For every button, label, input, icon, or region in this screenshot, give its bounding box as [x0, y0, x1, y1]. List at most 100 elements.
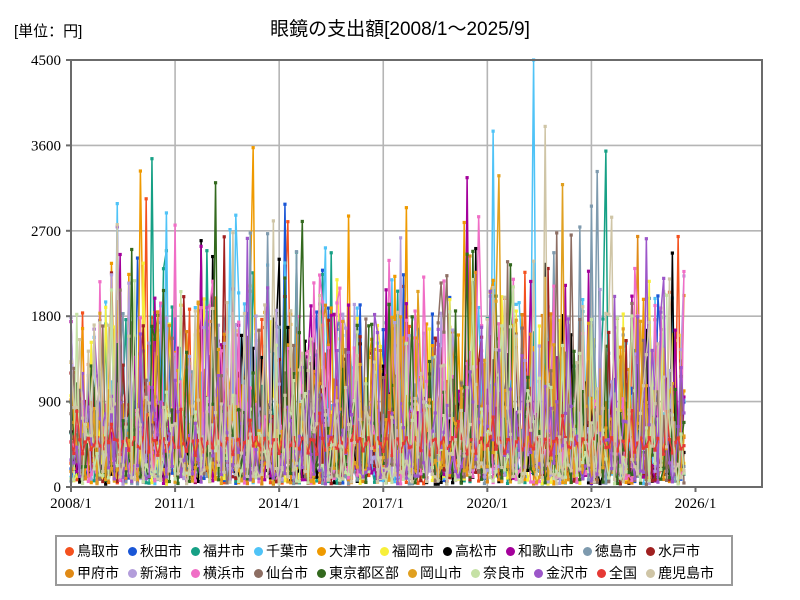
series-marker — [208, 409, 212, 413]
legend-item[interactable]: 和歌山市 — [506, 544, 574, 558]
series-marker — [372, 464, 377, 468]
legend-marker-icon — [443, 546, 452, 556]
series-marker — [485, 429, 489, 434]
series-marker — [601, 428, 605, 432]
series-marker — [185, 471, 189, 475]
series-marker — [560, 401, 565, 405]
series-marker — [257, 407, 261, 411]
series-marker — [497, 408, 501, 413]
series-marker — [537, 434, 541, 439]
legend-item[interactable]: 鳥取市 — [65, 544, 119, 558]
legend-item[interactable]: 福井市 — [191, 544, 245, 558]
legend-item[interactable]: 大津市 — [317, 544, 371, 558]
series-marker — [78, 480, 82, 484]
series-marker — [560, 476, 565, 480]
series-marker — [286, 387, 290, 391]
series-marker — [633, 477, 637, 481]
series-marker — [471, 465, 475, 469]
series-marker — [410, 480, 414, 484]
legend-item[interactable]: 徳島市 — [583, 544, 637, 558]
series-marker — [135, 477, 140, 482]
series-marker — [566, 317, 570, 321]
series-marker — [335, 379, 339, 383]
legend-item[interactable]: 東京都区部 — [317, 566, 399, 580]
series-marker — [167, 469, 171, 473]
series-marker — [315, 454, 319, 458]
series-marker — [338, 321, 342, 325]
legend-item[interactable]: 鹿児島市 — [646, 566, 714, 580]
series-marker — [263, 458, 267, 462]
series-marker — [612, 477, 617, 482]
series-marker — [511, 285, 515, 289]
series-marker — [425, 479, 429, 484]
series-marker — [83, 440, 88, 444]
series-marker — [520, 448, 524, 452]
series-marker — [413, 469, 417, 473]
series-marker — [508, 480, 513, 484]
series-marker — [167, 450, 171, 454]
series-marker — [633, 348, 637, 353]
legend-item[interactable]: 横浜市 — [191, 566, 245, 580]
series-marker — [511, 277, 515, 281]
series-marker — [355, 465, 359, 469]
legend-item[interactable]: 水戸市 — [646, 544, 700, 558]
series-marker — [393, 274, 397, 278]
series-marker — [647, 423, 651, 427]
legend-item[interactable]: 岡山市 — [408, 566, 462, 580]
series-marker — [413, 396, 417, 401]
series-marker — [312, 481, 316, 485]
legend-label: 岡山市 — [420, 565, 462, 581]
series-marker — [381, 449, 385, 454]
legend-item[interactable]: 奈良市 — [471, 566, 525, 580]
series-marker — [211, 467, 215, 472]
series-marker — [390, 315, 394, 319]
legend-item[interactable]: 全国 — [597, 566, 637, 580]
series-marker — [346, 214, 351, 218]
series-marker — [95, 407, 99, 411]
series-marker — [361, 480, 365, 484]
series-marker — [193, 479, 197, 483]
series-marker — [488, 475, 492, 480]
series-marker — [358, 303, 362, 307]
legend-item[interactable]: 千葉市 — [254, 544, 308, 558]
series-marker — [216, 478, 221, 482]
series-marker — [182, 295, 186, 299]
series-marker — [303, 351, 307, 355]
series-marker — [607, 437, 611, 442]
series-marker — [268, 444, 273, 448]
series-marker — [381, 468, 385, 472]
series-marker — [679, 476, 683, 480]
series-marker — [92, 467, 96, 471]
series-marker — [615, 455, 620, 459]
legend-item[interactable]: 福岡市 — [380, 544, 434, 558]
legend-item[interactable]: 甲府市 — [65, 566, 119, 580]
legend-item[interactable]: 高松市 — [443, 544, 497, 558]
series-marker — [106, 476, 111, 480]
legend-item[interactable]: 仙台市 — [254, 566, 308, 580]
legend-item[interactable]: 秋田市 — [128, 544, 182, 558]
series-marker — [127, 403, 131, 407]
series-marker — [364, 469, 368, 473]
series-marker — [248, 231, 252, 235]
series-marker — [456, 333, 461, 337]
series-marker — [456, 402, 461, 406]
legend-item[interactable]: 金沢市 — [534, 566, 588, 580]
series-marker — [190, 439, 195, 443]
series-marker — [364, 470, 368, 474]
series-marker — [529, 480, 533, 484]
series-marker — [231, 231, 235, 235]
legend-item[interactable]: 新潟市 — [128, 566, 182, 580]
series-marker — [526, 468, 530, 472]
series-marker — [205, 249, 209, 253]
series-marker — [442, 476, 446, 480]
series-marker — [320, 436, 325, 440]
series-marker — [219, 402, 223, 406]
series-marker — [390, 453, 394, 458]
series-marker — [479, 325, 484, 329]
series-marker — [505, 450, 510, 454]
series-marker — [624, 401, 628, 405]
series-marker — [453, 393, 458, 397]
series-marker — [442, 436, 446, 440]
series-marker — [179, 407, 183, 411]
series-marker — [479, 461, 484, 465]
